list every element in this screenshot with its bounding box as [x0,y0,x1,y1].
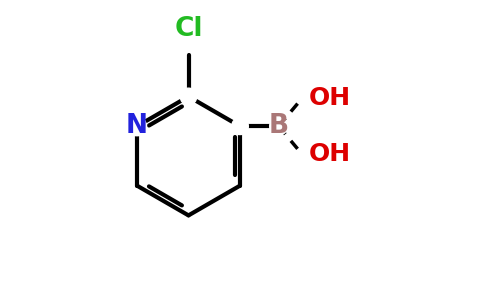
Text: OH: OH [309,142,351,166]
Circle shape [127,117,147,136]
Text: B: B [269,113,288,139]
Text: Cl: Cl [174,16,203,41]
Circle shape [232,118,248,134]
Text: N: N [126,113,148,139]
Circle shape [270,117,287,135]
Text: OH: OH [309,86,351,110]
Circle shape [180,88,197,105]
